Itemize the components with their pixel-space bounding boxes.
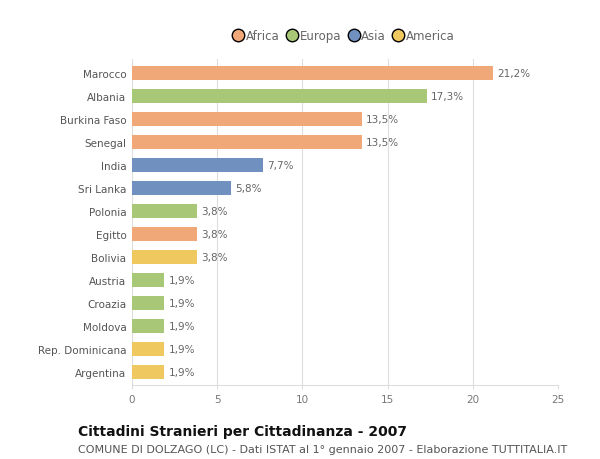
Text: 3,8%: 3,8% — [201, 229, 227, 239]
Text: 13,5%: 13,5% — [366, 114, 400, 124]
Text: 1,9%: 1,9% — [169, 344, 195, 354]
Bar — [132, 227, 197, 241]
Text: 1,9%: 1,9% — [169, 275, 195, 285]
Bar — [132, 67, 493, 80]
Bar — [132, 181, 231, 195]
Bar — [132, 135, 362, 149]
Text: 17,3%: 17,3% — [431, 91, 464, 101]
Text: COMUNE DI DOLZAGO (LC) - Dati ISTAT al 1° gennaio 2007 - Elaborazione TUTTITALIA: COMUNE DI DOLZAGO (LC) - Dati ISTAT al 1… — [78, 444, 567, 454]
Text: 1,9%: 1,9% — [169, 367, 195, 377]
Bar — [132, 90, 427, 103]
Legend: Africa, Europa, Asia, America: Africa, Europa, Asia, America — [235, 30, 455, 43]
Bar — [132, 365, 164, 379]
Text: 5,8%: 5,8% — [235, 183, 262, 193]
Bar — [132, 296, 164, 310]
Bar — [132, 319, 164, 333]
Text: 13,5%: 13,5% — [366, 137, 400, 147]
Bar — [132, 204, 197, 218]
Text: 1,9%: 1,9% — [169, 321, 195, 331]
Bar — [132, 112, 362, 126]
Text: Cittadini Stranieri per Cittadinanza - 2007: Cittadini Stranieri per Cittadinanza - 2… — [78, 425, 407, 438]
Text: 3,8%: 3,8% — [201, 206, 227, 216]
Bar — [132, 273, 164, 287]
Bar — [132, 342, 164, 356]
Text: 1,9%: 1,9% — [169, 298, 195, 308]
Text: 3,8%: 3,8% — [201, 252, 227, 262]
Bar — [132, 250, 197, 264]
Bar — [132, 158, 263, 172]
Text: 21,2%: 21,2% — [497, 68, 530, 78]
Text: 7,7%: 7,7% — [268, 160, 294, 170]
